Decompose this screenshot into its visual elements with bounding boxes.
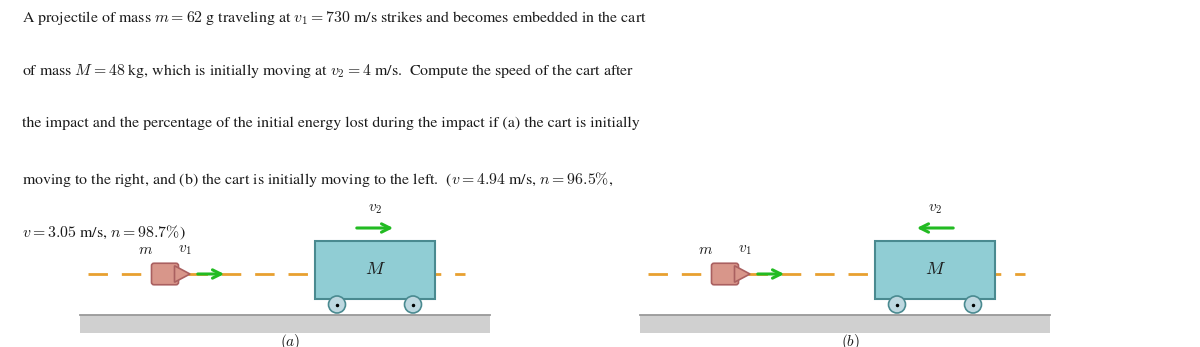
Text: $(b)$: $(b)$ (840, 332, 859, 347)
Polygon shape (734, 266, 750, 282)
FancyBboxPatch shape (151, 263, 179, 285)
Text: $v_2$: $v_2$ (368, 202, 382, 216)
FancyBboxPatch shape (875, 241, 995, 299)
Circle shape (888, 296, 906, 313)
Text: A projectile of mass $m = 62$ g traveling at $v_1 = 730$ m/s strikes and becomes: A projectile of mass $m = 62$ g travelin… (22, 9, 647, 27)
Circle shape (965, 296, 982, 313)
Text: $M$: $M$ (924, 262, 946, 278)
Circle shape (404, 296, 421, 313)
Bar (80, 315, 490, 333)
Text: of mass $M = 48$ kg, which is initially moving at $v_2 = 4$ m/s.  Compute the sp: of mass $M = 48$ kg, which is initially … (22, 62, 634, 81)
FancyBboxPatch shape (314, 241, 434, 299)
Text: the impact and the percentage of the initial energy lost during the impact if (a: the impact and the percentage of the ini… (22, 116, 640, 130)
Text: $v_1$: $v_1$ (178, 243, 192, 257)
Text: $M$: $M$ (365, 262, 385, 278)
FancyBboxPatch shape (712, 263, 738, 285)
Text: $v = 3.05$ m/s, $n = 98.7\%$): $v = 3.05$ m/s, $n = 98.7\%$) (22, 224, 185, 242)
Bar (640, 315, 1050, 333)
Text: moving to the right, and (b) the cart is initially moving to the left.  ($v = 4.: moving to the right, and (b) the cart is… (22, 170, 613, 189)
Text: $m$: $m$ (138, 244, 154, 257)
Text: $v_1$: $v_1$ (738, 243, 752, 257)
Text: $(a)$: $(a)$ (280, 332, 300, 347)
Text: $m$: $m$ (698, 244, 714, 257)
Text: $v_2$: $v_2$ (928, 202, 942, 216)
Circle shape (329, 296, 346, 313)
Polygon shape (174, 266, 190, 282)
